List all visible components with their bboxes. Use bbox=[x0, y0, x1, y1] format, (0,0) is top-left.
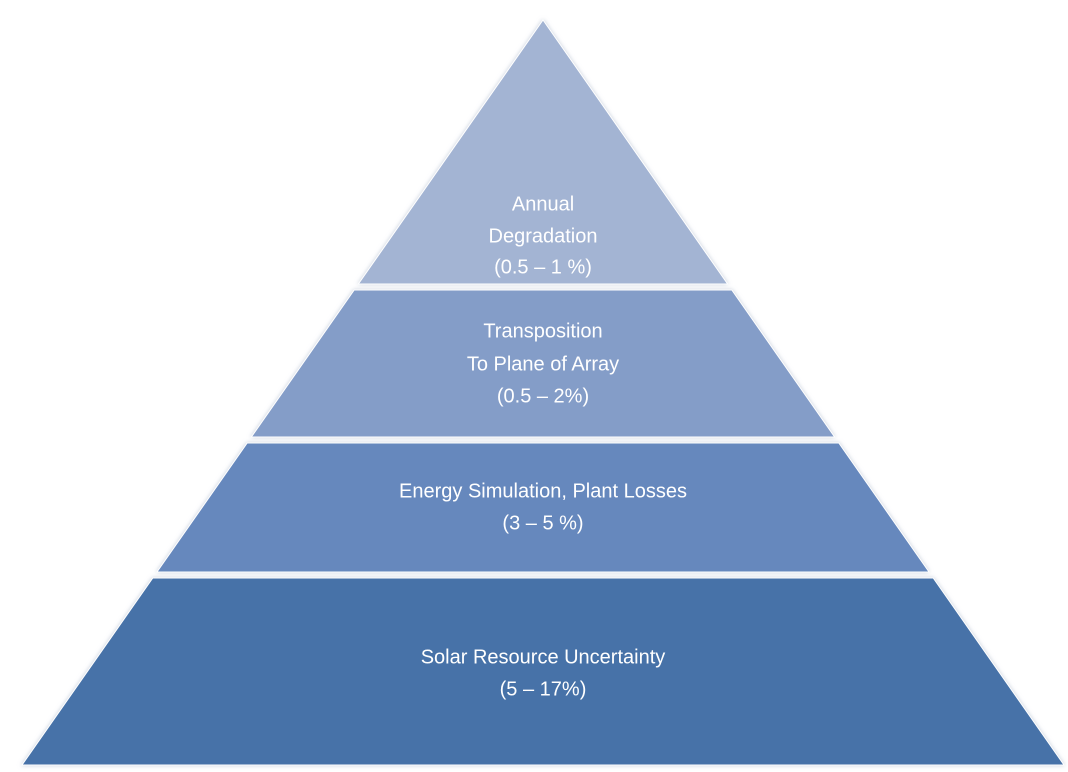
pyramid-layer bbox=[357, 19, 729, 285]
pyramid-layer bbox=[156, 442, 930, 573]
layer-label: Energy Simulation, Plant Losses bbox=[399, 480, 687, 502]
layer-label: Degradation bbox=[489, 225, 598, 247]
layer-label: (0.5 – 1 %) bbox=[494, 256, 592, 278]
layer-label: Solar Resource Uncertainty bbox=[421, 646, 666, 668]
pyramid-layer bbox=[250, 289, 836, 438]
pyramid-layer bbox=[21, 577, 1065, 766]
layer-label: (3 – 5 %) bbox=[502, 512, 583, 534]
layer-label: Annual bbox=[512, 193, 574, 215]
layers: Annual Degradation (0.5 – 1 %) Transpositio… bbox=[21, 19, 1065, 766]
layer-label: (5 – 17%) bbox=[500, 678, 587, 700]
layer-label: (0.5 – 2%) bbox=[497, 385, 589, 407]
layer-label: To Plane of Array bbox=[467, 353, 619, 375]
layer-label: Transposition bbox=[483, 320, 602, 342]
